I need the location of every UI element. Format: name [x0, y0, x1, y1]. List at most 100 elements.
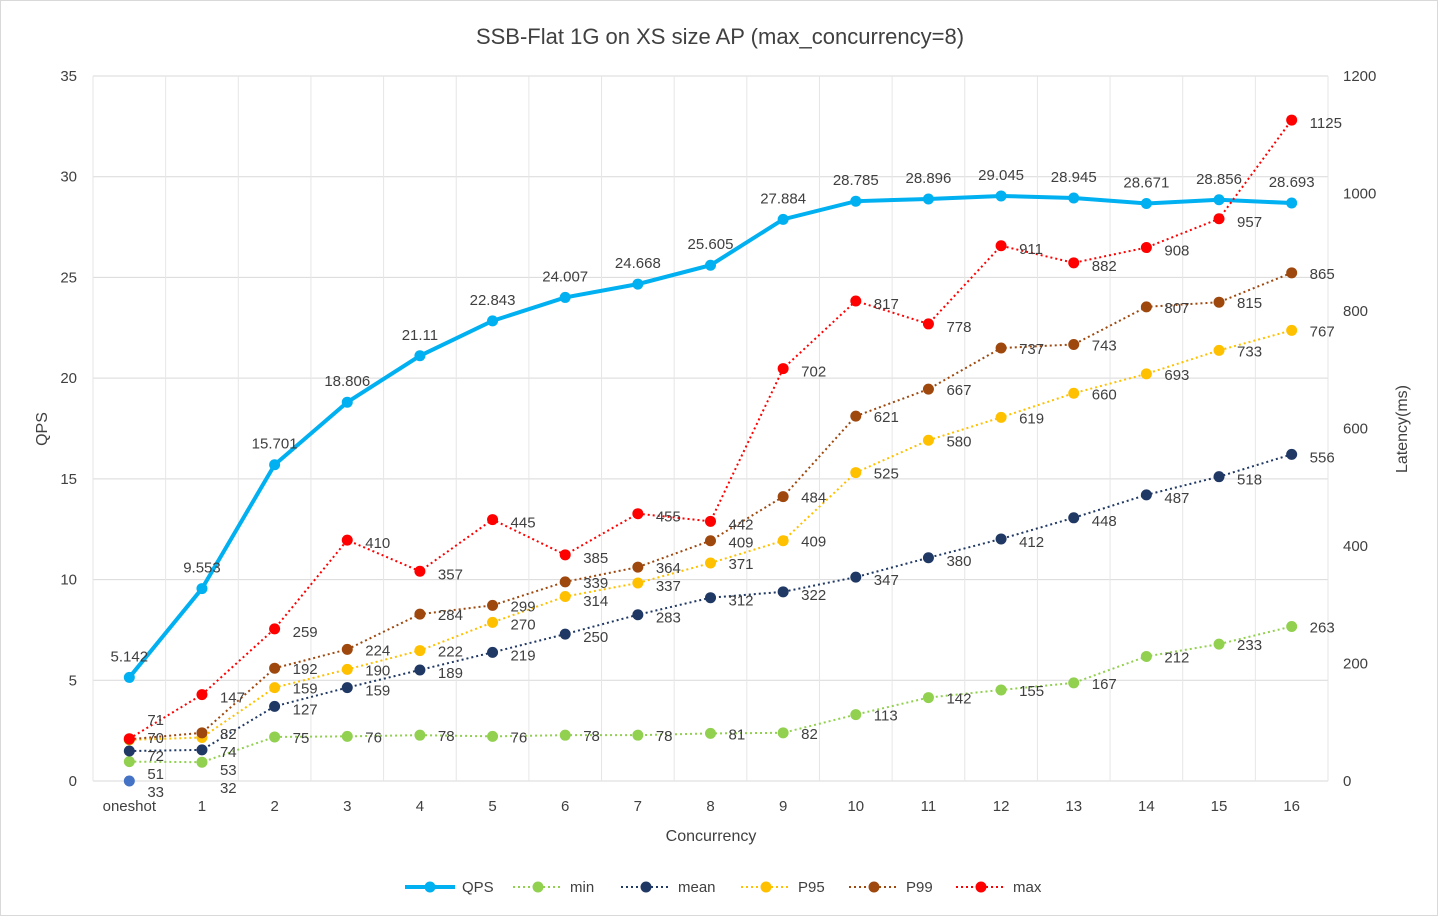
- data-point-QPS: [269, 459, 281, 471]
- data-label-mean: 159: [365, 683, 390, 700]
- data-label-P99: 339: [583, 575, 608, 592]
- legend-label-min: min: [570, 879, 594, 896]
- data-label-P95: 580: [946, 433, 971, 450]
- data-label-P99: 743: [1092, 337, 1117, 354]
- data-point-QPS: [995, 190, 1007, 202]
- data-point-QPS: [487, 315, 499, 327]
- data-point-P95: [414, 645, 426, 657]
- data-label-max: 259: [293, 624, 318, 641]
- data-label-min: 76: [365, 729, 382, 746]
- data-label-min: 167: [1092, 676, 1117, 693]
- data-point-P95: [1213, 344, 1225, 356]
- data-point-P95: [850, 467, 862, 479]
- data-label-QPS: 18.806: [324, 373, 370, 390]
- data-point-P95: [487, 616, 499, 628]
- data-label-max: 385: [583, 550, 608, 567]
- data-label-P99: 484: [801, 490, 826, 507]
- data-point-mean: [1140, 489, 1152, 501]
- data-point-QPS: [850, 195, 862, 207]
- data-label-QPS: 28.671: [1123, 174, 1169, 191]
- data-label-P95: 74: [220, 744, 237, 761]
- data-label-max: 911: [1019, 241, 1043, 258]
- data-point-max: [196, 689, 208, 701]
- x-tick-label: 11: [921, 798, 937, 815]
- data-point-min: [850, 709, 862, 721]
- data-point-min: [1140, 650, 1152, 662]
- data-point-mean: [487, 646, 499, 658]
- x-tick-label: 10: [847, 798, 864, 815]
- data-label-P95: 337: [656, 578, 681, 595]
- data-label-mean: 448: [1092, 513, 1117, 530]
- data-point-min: [705, 727, 716, 739]
- data-label-mean: 322: [801, 587, 826, 604]
- data-label-P99: 621: [874, 409, 899, 426]
- data-point-QPS: [123, 671, 135, 683]
- data-label-max: 817: [874, 296, 899, 313]
- data-label-P99: 865: [1310, 266, 1335, 283]
- data-label-max: 957: [1237, 214, 1262, 231]
- data-label-mean: 127: [293, 701, 318, 718]
- data-label-min: 142: [946, 691, 971, 708]
- data-point-P99: [777, 491, 789, 503]
- data-point-min: [922, 692, 934, 704]
- data-point-max: [414, 565, 426, 577]
- data-label-max: 778: [946, 319, 971, 336]
- data-label-P99: 82: [220, 726, 237, 743]
- data-label-min: 33: [147, 784, 164, 801]
- data-label-min: 155: [1019, 683, 1044, 700]
- data-point-QPS: [196, 583, 208, 595]
- data-point-QPS: [1068, 192, 1080, 204]
- data-label-P95: 693: [1164, 367, 1189, 384]
- data-label-mean: 53: [220, 762, 237, 779]
- data-point-P99: [1140, 301, 1152, 313]
- y-tick-label: 25: [60, 269, 77, 286]
- legend-marker-max: [975, 881, 987, 893]
- data-label-mean: 51: [147, 766, 164, 783]
- data-point-mean: [123, 745, 135, 757]
- data-point-QPS: [559, 291, 571, 303]
- data-point-P95: [995, 411, 1007, 423]
- data-label-max: 882: [1092, 258, 1117, 275]
- data-label-P95: 525: [874, 466, 899, 483]
- data-point-P99: [341, 643, 353, 655]
- legend-marker-QPS: [424, 881, 436, 893]
- data-point-max: [922, 318, 934, 330]
- data-point-mean: [922, 552, 934, 564]
- data-point-mean: [1213, 471, 1225, 483]
- data-label-QPS: 21.11: [402, 327, 438, 344]
- data-point-mean: [632, 609, 644, 621]
- data-label-QPS: 24.668: [615, 255, 661, 272]
- data-point-mean: [995, 533, 1007, 545]
- data-label-mean: 219: [511, 647, 536, 664]
- data-point-mean: [269, 700, 281, 712]
- x-axis-label: Concurrency: [666, 828, 757, 845]
- data-label-max: 442: [729, 516, 754, 533]
- data-label-max: 410: [365, 535, 390, 552]
- data-label-QPS: 5.142: [111, 648, 149, 665]
- data-point-min: [487, 730, 499, 742]
- data-point-extra: [123, 775, 135, 787]
- data-point-min: [1213, 638, 1225, 650]
- data-label-min: 32: [220, 780, 237, 797]
- data-point-P99: [1286, 267, 1298, 279]
- data-point-max: [1068, 257, 1080, 269]
- data-label-mean: 380: [946, 553, 971, 570]
- data-label-P99: 409: [729, 534, 754, 551]
- data-point-P95: [559, 591, 571, 603]
- legend-marker-min: [532, 881, 544, 893]
- data-point-min: [269, 731, 281, 743]
- data-label-P99: 224: [365, 642, 390, 659]
- data-point-mean: [559, 628, 571, 640]
- data-label-min: 75: [293, 730, 310, 747]
- data-label-QPS: 28.785: [833, 172, 879, 189]
- data-label-QPS: 25.605: [688, 236, 734, 253]
- chart-title: SSB-Flat 1G on XS size AP (max_concurren…: [476, 24, 964, 49]
- y2-tick-label: 200: [1343, 656, 1368, 673]
- data-point-max: [123, 733, 135, 745]
- data-point-QPS: [1213, 194, 1225, 206]
- y2-tick-label: 1000: [1343, 186, 1376, 203]
- x-tick-label: 4: [416, 798, 424, 815]
- data-label-min: 212: [1164, 649, 1189, 666]
- data-point-P95: [705, 557, 716, 569]
- data-label-mean: 412: [1019, 534, 1044, 551]
